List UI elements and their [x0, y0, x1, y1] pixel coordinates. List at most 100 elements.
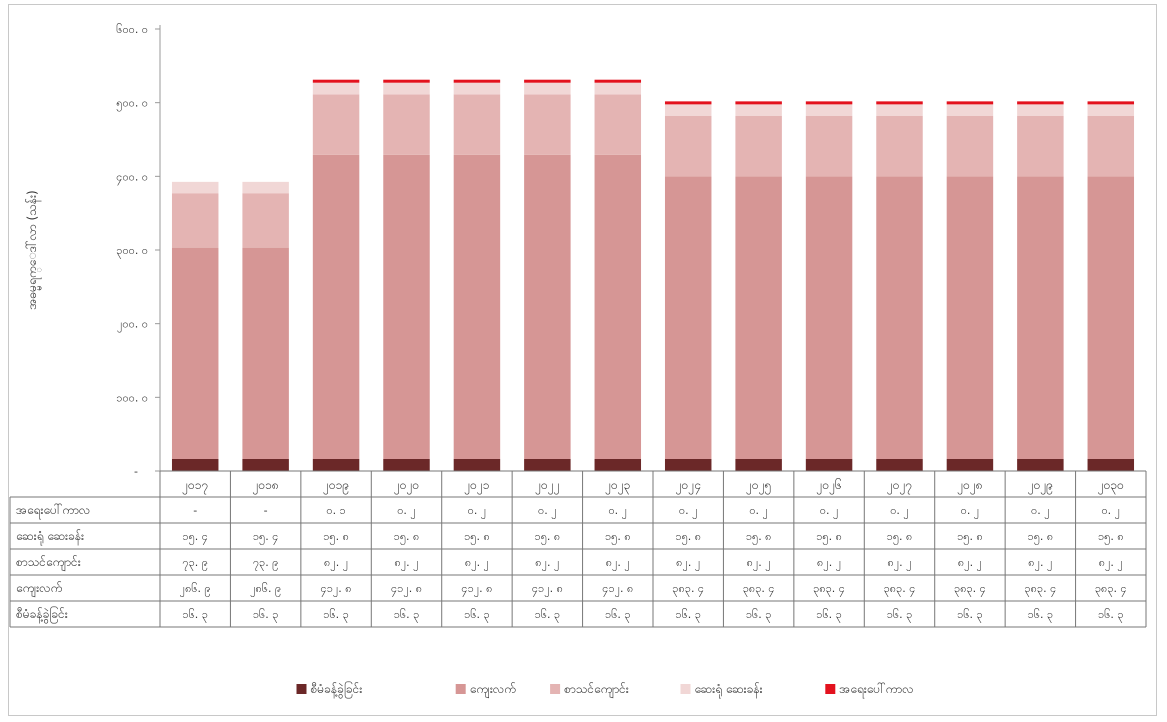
bar-segment	[1017, 104, 1064, 117]
bar-segment	[946, 101, 994, 105]
table-cell: ၁၅. ၈	[887, 530, 913, 545]
legend-label: စီမံခန့်ခွဲခြင်း	[311, 680, 363, 699]
bar-segment	[664, 176, 712, 459]
legend-swatch	[825, 684, 836, 694]
bar-segment	[805, 176, 853, 459]
table-cell: ၄၁၂. ၈	[532, 582, 563, 597]
table-cell: ၀. ၂	[397, 504, 416, 519]
bar-segment	[524, 79, 571, 83]
table-cell: ၀. ၂	[749, 504, 768, 519]
y-tick-label: ၃၀၀. ၀	[116, 244, 148, 259]
bar-segment	[524, 94, 571, 155]
legend-label: ဆေးရုံ ဆေးခန်း	[695, 681, 763, 699]
bar-segment	[876, 116, 923, 177]
table-row-label: ကျေးလက်	[16, 580, 62, 598]
table-cell: ၇၃. ၉	[253, 556, 279, 571]
table-cell: ၁၆. ၃	[605, 608, 631, 623]
table-cell: ၃၈၃. ၄	[1024, 582, 1056, 597]
table-cell: ၁၅. ၈	[957, 530, 983, 545]
x-category-label: ၂၀၂၉	[1028, 478, 1053, 495]
table-cell: ၈၂. ၂	[324, 556, 348, 571]
table-cell: ၈၂. ၂	[958, 556, 982, 571]
bar-segment	[383, 79, 430, 83]
y-tick-label: -	[134, 465, 138, 478]
bar-segment	[735, 104, 782, 117]
bar-segment	[735, 116, 782, 177]
bar-segment	[876, 176, 923, 459]
bar-segment	[1017, 116, 1064, 177]
x-category-label: ၂၀၁၉	[323, 478, 349, 495]
table-cell: ၈၂. ၂	[676, 556, 700, 571]
table-cell: ၀. ၂	[1031, 504, 1050, 519]
bar-segment	[664, 458, 712, 471]
table-cell: ၈၂. ၂	[394, 556, 418, 571]
x-category-label: ၂၀၂၅	[746, 478, 771, 495]
table-cell: -	[193, 504, 197, 517]
bar-segment	[594, 79, 642, 83]
x-category-label: ၂၀၂၃	[605, 478, 630, 495]
table-cell: ၁၅. ၈	[816, 530, 842, 545]
table-cell: ၄၁၂. ၈	[321, 582, 352, 597]
bar-segment	[453, 82, 501, 95]
table-cell: ၈၂. ၂	[1028, 556, 1052, 571]
x-category-label: ၂၀၂၈	[957, 478, 982, 495]
x-category-label: ၂၀၂၆	[816, 477, 841, 495]
bar-segment	[1087, 104, 1135, 117]
table-cell: ၈၂. ၂	[606, 556, 630, 571]
table-cell: ၃၈၃. ၄	[672, 582, 704, 597]
bar-segment	[171, 181, 219, 194]
table-cell: ၄၁၂. ၈	[602, 582, 633, 597]
table-cell: ၀. ၂	[679, 504, 698, 519]
table-cell: ၀. ၂	[538, 504, 557, 519]
bar-segment	[876, 104, 923, 117]
table-cell: ၃၈၃. ၄	[813, 582, 845, 597]
table-cell: ၁၆. ၃	[887, 608, 913, 623]
x-category-label: ၂၀၂၂	[535, 478, 559, 495]
table-cell: ၁၆. ၃	[182, 608, 208, 623]
bar-segment	[383, 94, 430, 155]
table-cell: ၂၈၆. ၉	[250, 582, 281, 597]
y-tick-label: ၁၀၀. ၀	[116, 391, 148, 404]
table-cell: ၃၈၃. ၄	[954, 582, 986, 597]
bar-segment	[524, 154, 571, 459]
chart-frame: - ၁၀၀. ၀ ၂၀၀. ၀ ၃၀၀. ၀ ၄၀၀. ၀ ၅၀၀. ၀ ၆၀၀. ၀အဓမ…	[8, 4, 1157, 716]
table-cell: ၂၈၆. ၉	[180, 582, 211, 597]
table-cell: ၄၁၂. ၈	[391, 582, 422, 597]
bar-segment	[664, 116, 712, 177]
x-category-label: ၂၀၁၈	[253, 478, 279, 495]
x-category-label: ၂၀၂၁	[464, 478, 489, 495]
table-cell: ၁၆. ၃	[1098, 608, 1124, 623]
bar-segment	[735, 458, 782, 471]
table-cell: ၁၅. ၄	[253, 530, 279, 545]
y-tick-label: ၂၀၀. ၀	[117, 318, 148, 333]
table-cell: ၈၂. ၂	[747, 556, 771, 571]
table-cell: ၈၂. ၂	[535, 556, 559, 571]
table-cell: ၀. ၂	[961, 504, 980, 519]
legend-swatch	[455, 684, 466, 694]
bar-segment	[876, 458, 923, 471]
bar-segment	[1017, 458, 1064, 471]
bar-segment	[453, 458, 501, 471]
table-cell: ၁၅. ၈	[323, 530, 349, 545]
table-cell: ၁၆. ၃	[746, 608, 772, 623]
x-category-label: ၂၀၂၄	[676, 478, 701, 495]
bar-segment	[171, 193, 219, 248]
bar-segment	[242, 193, 289, 248]
x-category-label: ၂၀၂၇	[887, 478, 912, 495]
bar-segment	[453, 94, 501, 155]
bar-segment	[805, 104, 853, 117]
y-tick-label: ၅၀၀. ၀	[116, 97, 148, 112]
bar-segment	[735, 176, 782, 459]
bar-segment	[242, 458, 289, 471]
table-cell: ၁၅. ၈	[746, 530, 772, 545]
legend-swatch	[550, 684, 561, 694]
bar-segment	[383, 458, 430, 471]
bar-segment	[946, 104, 994, 117]
table-cell: ၁၆. ၃	[1028, 608, 1054, 623]
table-cell: ၁၆. ၃	[323, 608, 349, 623]
y-tick-label: ၄၀၀. ၀	[116, 170, 148, 185]
table-cell: ၁၅. ၈	[535, 530, 561, 545]
bar-segment	[594, 82, 642, 95]
bar-segment	[312, 94, 360, 155]
legend-label: အရေးပေါ်ကာလ	[839, 681, 913, 699]
